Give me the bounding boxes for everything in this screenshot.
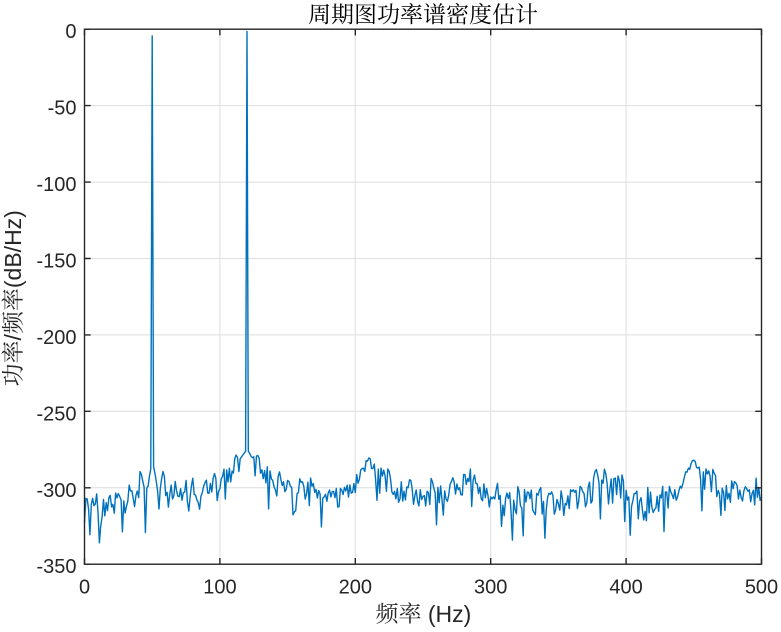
svg-text:500: 500 [745, 577, 778, 599]
svg-text:0: 0 [79, 577, 90, 599]
svg-text:400: 400 [609, 577, 642, 599]
svg-text:-350: -350 [36, 556, 76, 578]
svg-text:-100: -100 [36, 174, 76, 196]
svg-text:(dB/Hz): (dB/Hz) [0, 210, 26, 288]
svg-text:/: / [0, 334, 26, 341]
svg-text:-250: -250 [36, 403, 76, 425]
svg-text:-300: -300 [36, 480, 76, 502]
svg-text:100: 100 [203, 577, 236, 599]
svg-text:0: 0 [65, 21, 76, 43]
svg-text:200: 200 [339, 577, 372, 599]
svg-text:(Hz): (Hz) [422, 601, 472, 627]
svg-text:-50: -50 [48, 98, 77, 120]
svg-text:-200: -200 [36, 327, 76, 349]
svg-text:-150: -150 [36, 251, 76, 273]
svg-text:300: 300 [474, 577, 507, 599]
